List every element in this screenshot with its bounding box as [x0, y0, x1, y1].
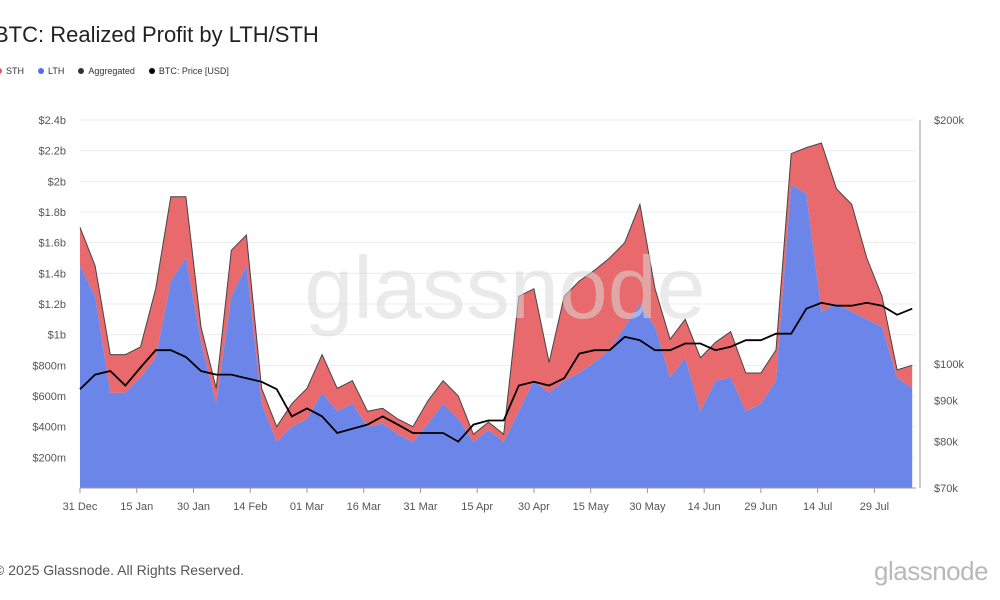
y-left-tick-label: $600m: [32, 391, 66, 403]
grid: [80, 119, 916, 458]
legend-dot-price: [148, 68, 155, 74]
y-left-tick-label: $1.8b: [38, 207, 66, 219]
x-tick-label: 14 Feb: [233, 501, 267, 513]
x-tick-label: 31 Mar: [403, 501, 438, 513]
legend-item-sth[interactable]: STH: [0, 66, 24, 76]
legend-item-lth[interactable]: LTH: [38, 66, 64, 76]
legend: STH LTH Aggregated BTC: Price [USD]: [0, 66, 229, 76]
line-series: [79, 301, 913, 443]
brand-logo: glassnode: [874, 556, 989, 586]
x-tick-label: 29 Jun: [744, 501, 777, 513]
copyright-footer: © 2025 Glassnode. All Rights Reserved.: [0, 562, 245, 578]
x-tick-label: 15 Apr: [461, 501, 493, 513]
legend-dot-lth: [38, 68, 44, 74]
legend-label-aggregated: Aggregated: [88, 66, 135, 76]
legend-label-price: BTC: Price [USD]: [158, 66, 229, 76]
legend-dot-aggregated: [78, 68, 85, 74]
y-left-tick-label: $800m: [32, 360, 66, 372]
x-tick-label: 14 Jun: [688, 501, 721, 513]
y-left-tick-label: $400m: [32, 422, 66, 434]
y-left-tick-label: $1.6b: [38, 238, 66, 250]
x-tick-label: 15 May: [573, 501, 610, 513]
x-tick-label: 14 Jul: [803, 501, 832, 513]
y-right-tick-label: $200k: [934, 115, 964, 127]
y-left-tick-label: $200m: [32, 452, 66, 464]
lth-area: [80, 184, 913, 488]
y-left-tick-label: $2.2b: [38, 146, 66, 158]
y-left-tick-label: $1.4b: [38, 268, 66, 280]
x-tick-label: 29 Jul: [860, 501, 889, 513]
watermark: glassnode: [304, 238, 705, 337]
legend-label-lth: LTH: [48, 66, 65, 76]
x-tick-label: 31 Dec: [63, 501, 98, 513]
y-right-tick-label: $70k: [934, 483, 958, 495]
legend-label-sth: STH: [6, 66, 24, 76]
area-series: [79, 142, 913, 488]
price-line: [79, 301, 913, 443]
y-right-tick-label: $90k: [934, 396, 958, 408]
x-tick-label: 30 May: [629, 501, 666, 513]
y-left-tick-label: $1.2b: [38, 299, 66, 311]
x-tick-label: 30 Apr: [518, 501, 550, 513]
legend-item-aggregated[interactable]: Aggregated: [78, 66, 135, 76]
chart-title: BTC: Realized Profit by LTH/STH: [0, 22, 319, 47]
sth-area: [80, 143, 913, 442]
axes: $200m $400m $600m $800m $1b $1.2b $1.4b $1.6b $1…: [32, 115, 964, 513]
legend-dot-sth: [0, 68, 2, 74]
y-left-tick-label: $2.4b: [38, 115, 66, 127]
y-left-tick-label: $1b: [48, 330, 66, 342]
x-tick-label: 16 Mar: [347, 501, 382, 513]
y-right-tick-label: $80k: [934, 437, 958, 449]
x-tick-label: 01 Mar: [290, 501, 325, 513]
aggregated-line: [79, 142, 913, 436]
y-right-tick-label: $100k: [934, 359, 964, 371]
y-left-tick-label: $2b: [48, 176, 66, 188]
legend-item-price[interactable]: BTC: Price [USD]: [148, 66, 229, 76]
x-tick-label: 30 Jan: [177, 501, 210, 513]
x-tick-label: 15 Jan: [120, 501, 153, 513]
